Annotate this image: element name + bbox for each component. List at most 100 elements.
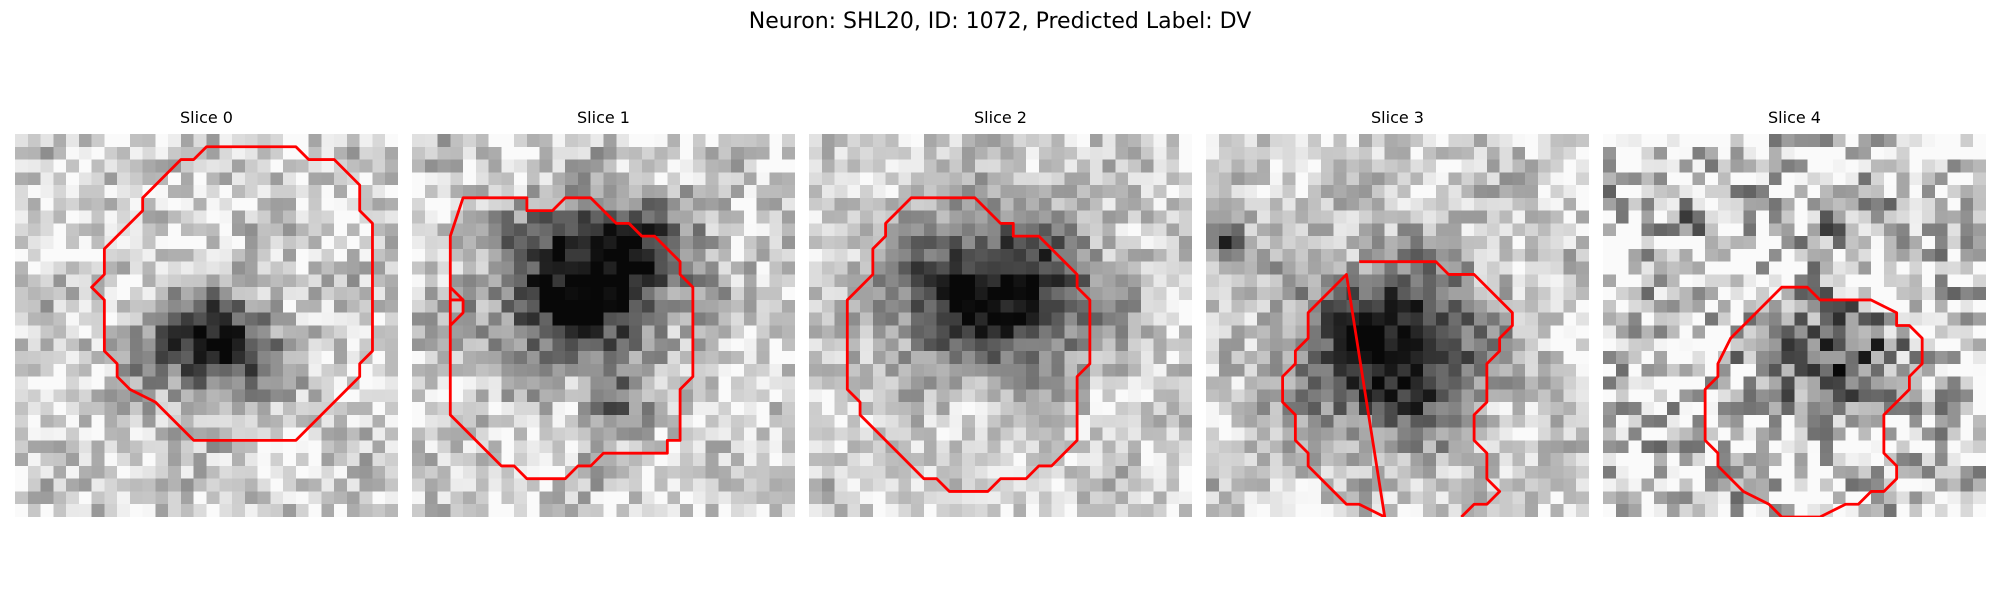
pixel	[1218, 274, 1232, 288]
pixel	[872, 287, 886, 301]
pixel	[334, 478, 348, 492]
pixel	[1179, 325, 1192, 339]
pixel	[27, 504, 41, 517]
pixel	[872, 504, 886, 517]
pixel	[552, 159, 566, 173]
pixel	[91, 363, 105, 377]
pixel	[257, 440, 271, 454]
pixel	[847, 504, 861, 517]
pixel	[1410, 261, 1424, 275]
pixel	[270, 248, 284, 262]
pixel	[206, 338, 220, 352]
pixel	[1206, 274, 1220, 288]
pixel	[1026, 402, 1040, 416]
pixel	[1512, 197, 1526, 211]
pixel	[1730, 146, 1744, 160]
pixel	[1832, 389, 1846, 403]
pixel	[1692, 248, 1706, 262]
pixel	[1654, 261, 1668, 275]
pixel	[1934, 172, 1948, 186]
pixel	[1934, 185, 1948, 199]
pixel	[936, 453, 950, 467]
pixel	[1820, 363, 1834, 377]
pixel	[1102, 287, 1116, 301]
pixel	[270, 287, 284, 301]
pixel	[641, 197, 655, 211]
pixel	[385, 248, 398, 262]
pixel	[142, 197, 156, 211]
pixel	[667, 363, 681, 377]
pixel	[1576, 134, 1589, 148]
pixel	[743, 185, 757, 199]
pixel	[667, 440, 681, 454]
pixel	[244, 453, 258, 467]
pixel	[346, 146, 360, 160]
pixel	[1692, 134, 1706, 148]
pixel	[1641, 159, 1655, 173]
pixel	[577, 159, 591, 173]
pixel	[1666, 274, 1680, 288]
pixel	[1410, 185, 1424, 199]
pixel	[1794, 414, 1808, 428]
pixel	[923, 223, 937, 237]
pixel	[1166, 376, 1180, 390]
pixel	[372, 287, 386, 301]
pixel	[1692, 414, 1706, 428]
pixel	[1563, 325, 1577, 339]
pixel	[577, 299, 591, 313]
pixel	[718, 478, 732, 492]
pixel	[1692, 338, 1706, 352]
pixel	[1794, 299, 1808, 313]
pixel	[987, 402, 1001, 416]
pixel	[590, 402, 604, 416]
pixel	[1244, 363, 1258, 377]
pixel	[616, 261, 630, 275]
pixel	[488, 299, 502, 313]
pixel	[1026, 223, 1040, 237]
pixel	[1128, 134, 1142, 148]
pixel	[1832, 223, 1846, 237]
pixel	[603, 402, 617, 416]
pixel	[641, 491, 655, 505]
pixel	[821, 427, 835, 441]
pixel	[346, 261, 360, 275]
pixel	[1512, 465, 1526, 479]
pixel	[1448, 376, 1462, 390]
pixel	[1871, 312, 1885, 326]
pixel	[475, 210, 489, 224]
pixel	[539, 223, 553, 237]
pixel	[359, 134, 373, 148]
pixel	[1820, 261, 1834, 275]
pixel	[809, 185, 823, 199]
pixel	[1730, 427, 1744, 441]
pixel	[1102, 159, 1116, 173]
pixel	[66, 465, 80, 479]
pixel	[1474, 414, 1488, 428]
pixel	[962, 491, 976, 505]
pixel	[385, 159, 398, 173]
pixel	[949, 134, 963, 148]
pixel	[1397, 287, 1411, 301]
pixel	[565, 274, 579, 288]
pixel	[1512, 427, 1526, 441]
pixel	[1820, 427, 1834, 441]
pixel	[488, 338, 502, 352]
pixel	[936, 465, 950, 479]
pixel	[1153, 197, 1167, 211]
pixel	[104, 376, 118, 390]
pixel	[475, 299, 489, 313]
pixel	[1038, 261, 1052, 275]
pixel	[911, 402, 925, 416]
pixel	[539, 338, 553, 352]
pixel	[142, 312, 156, 326]
pixel	[1615, 299, 1629, 313]
pixel	[1140, 248, 1154, 262]
pixel	[78, 146, 92, 160]
pixel	[501, 427, 515, 441]
pixel	[372, 376, 386, 390]
pixel	[1410, 389, 1424, 403]
pixel	[270, 172, 284, 186]
pixel	[769, 223, 783, 237]
pixel	[244, 185, 258, 199]
pixel	[193, 491, 207, 505]
